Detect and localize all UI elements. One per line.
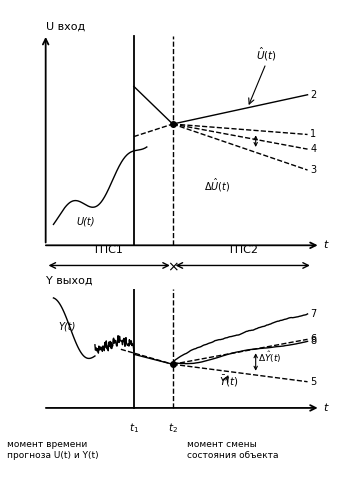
Text: 4: 4 bbox=[310, 144, 316, 154]
Text: Y выход: Y выход bbox=[46, 275, 92, 285]
Text: t: t bbox=[323, 403, 327, 413]
Text: $t_1$: $t_1$ bbox=[129, 421, 139, 435]
Text: t: t bbox=[323, 241, 327, 250]
Text: $\times$: $\times$ bbox=[167, 260, 178, 274]
Text: U вход: U вход bbox=[46, 22, 85, 32]
Text: $\Delta\hat{U}(t)$: $\Delta\hat{U}(t)$ bbox=[204, 177, 230, 195]
Text: 8: 8 bbox=[310, 336, 316, 346]
Text: $\hat{U}(t)$: $\hat{U}(t)$ bbox=[256, 45, 276, 63]
Text: Y(t): Y(t) bbox=[59, 321, 76, 331]
Text: 1: 1 bbox=[310, 130, 316, 140]
Text: 7: 7 bbox=[310, 309, 316, 319]
Text: 6: 6 bbox=[310, 334, 316, 344]
Text: ТПС2: ТПС2 bbox=[228, 246, 258, 255]
Text: $\Delta\hat{Y}(t)$: $\Delta\hat{Y}(t)$ bbox=[258, 349, 282, 365]
Text: 5: 5 bbox=[310, 377, 316, 387]
Text: 3: 3 bbox=[310, 165, 316, 175]
Text: 2: 2 bbox=[310, 90, 316, 100]
Text: момент времени
прогноза U(t) и Y(t): момент времени прогноза U(t) и Y(t) bbox=[7, 440, 99, 460]
Text: $t_2$: $t_2$ bbox=[168, 421, 178, 435]
Text: U(t): U(t) bbox=[77, 217, 95, 227]
Text: $\bar{Y}(t)$: $\bar{Y}(t)$ bbox=[219, 373, 239, 389]
Text: момент смены
состояния объекта: момент смены состояния объекта bbox=[187, 440, 278, 460]
Text: ТПС1: ТПС1 bbox=[93, 246, 123, 255]
